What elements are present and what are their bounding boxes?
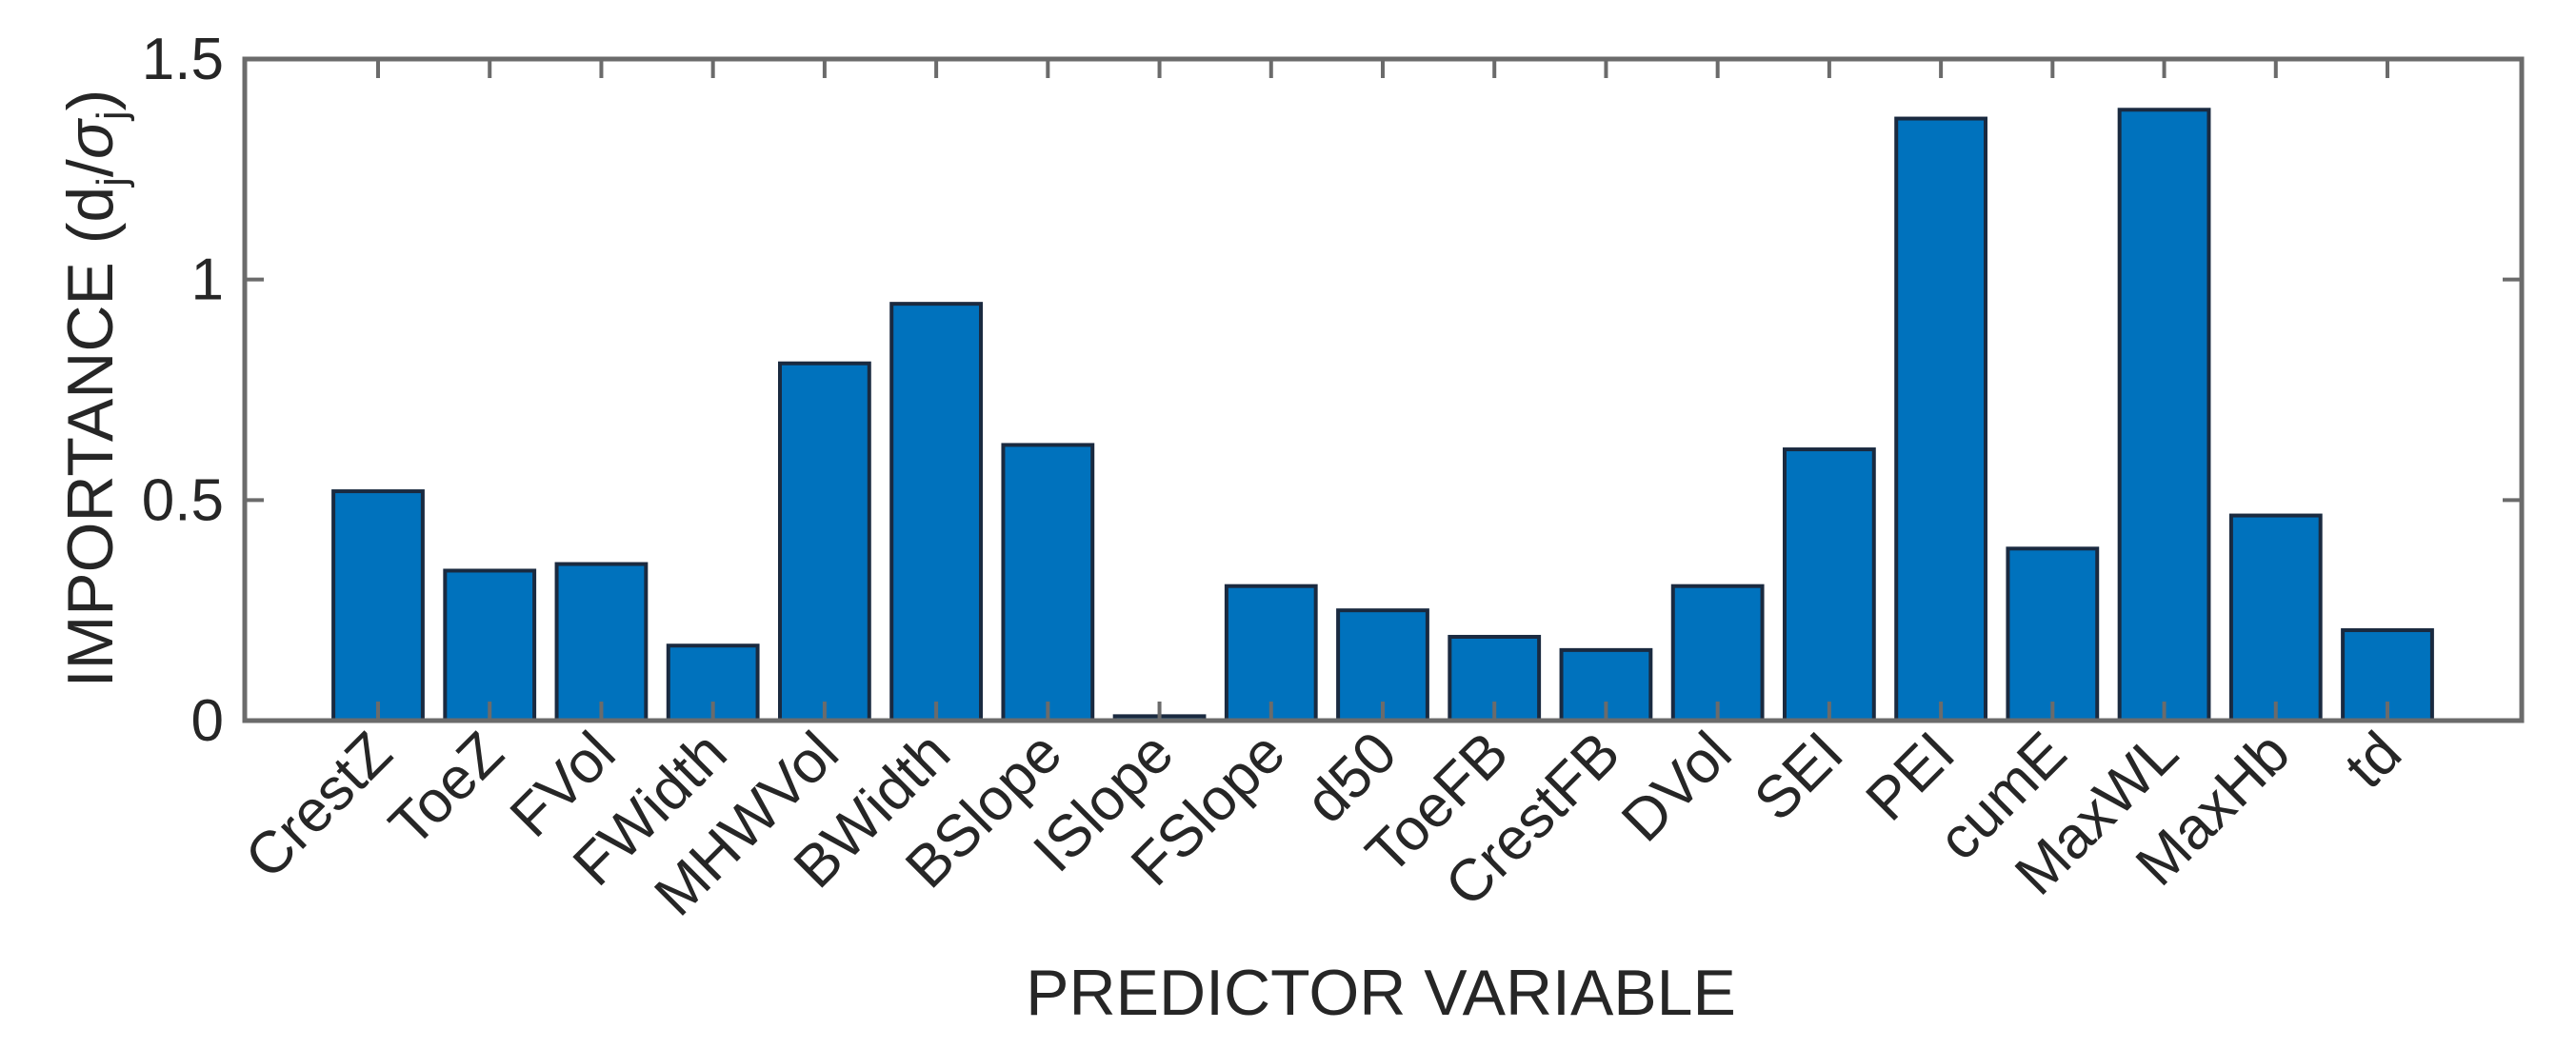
- bar-FVol: [554, 562, 649, 722]
- x-axis-title: PREDICTOR VARIABLE: [1026, 957, 1736, 1029]
- bar-cumE: [2006, 546, 2100, 722]
- bar-BWidth: [889, 302, 984, 722]
- y-tick-label: 1.5: [142, 27, 224, 92]
- bar-MHWVol: [778, 361, 871, 722]
- bar-DVol: [1670, 584, 1765, 723]
- x-tick-label: ToeZ: [377, 720, 516, 859]
- x-tick-label: SEI: [1742, 720, 1855, 833]
- bar-PEI: [1894, 116, 1987, 723]
- bars: [331, 108, 2434, 723]
- y-tick-label: 0.5: [142, 467, 224, 533]
- y-tick-label: 0: [191, 688, 224, 754]
- bar-CrestZ: [331, 489, 425, 722]
- x-ticks: CrestZToeZFVolFWidthMHWVolBWidthBSlopeIS…: [233, 59, 2414, 928]
- y-tick-label: 1: [191, 247, 224, 313]
- x-tick-label: CrestZ: [233, 720, 405, 891]
- y-axis-title: IMPORTANCE (dj/σj): [54, 89, 135, 688]
- x-tick-label: DVol: [1609, 720, 1744, 854]
- bar-BSlope: [1001, 443, 1095, 722]
- y-ticks: 0 0.5 1 1.5: [142, 27, 2522, 754]
- bar-MaxHb: [2228, 513, 2323, 722]
- bar-FSlope: [1224, 584, 1318, 723]
- bar-MaxWL: [2117, 108, 2211, 723]
- bar-ToeZ: [443, 568, 537, 723]
- bar-SEI: [1783, 447, 1876, 722]
- x-tick-label: td: [2333, 720, 2414, 801]
